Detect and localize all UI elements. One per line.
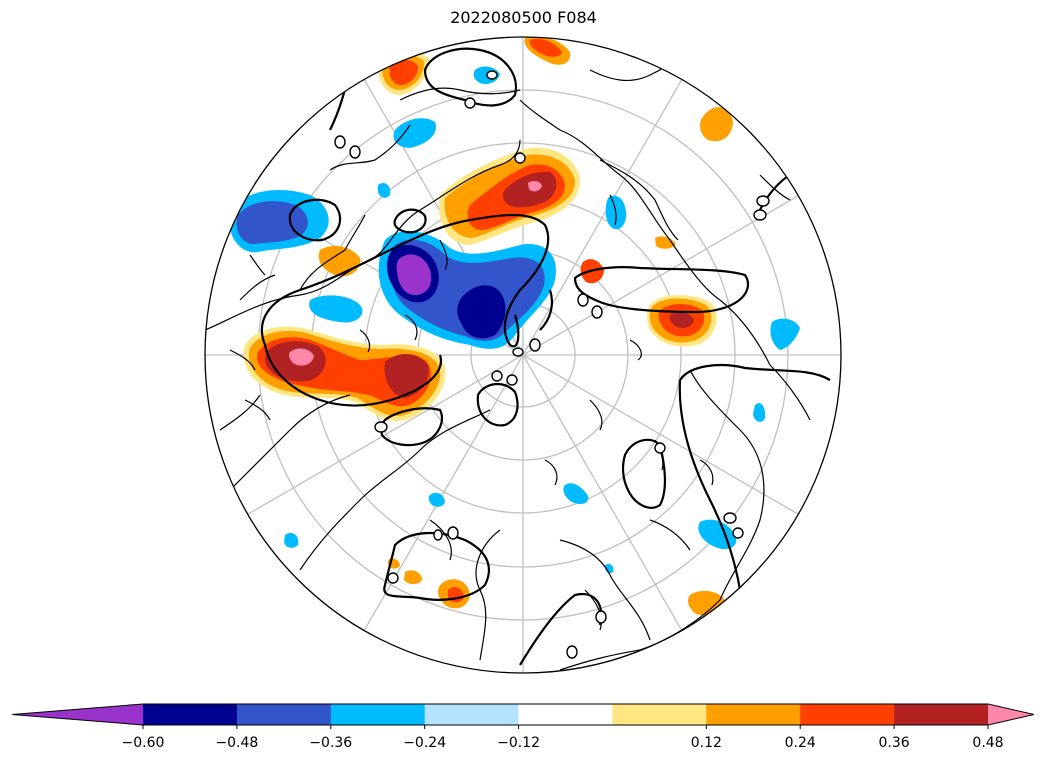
positive-anomaly-region [318, 245, 361, 277]
negative-anomaly-region [236, 201, 308, 245]
negative-anomaly-region [770, 318, 800, 350]
map-content [205, 37, 841, 673]
colorbar-bin [236, 704, 332, 725]
colorbar-bin [518, 704, 613, 725]
colorbar-bin [894, 704, 989, 725]
colorbar-tick-label: 0.12 [690, 735, 722, 751]
colorbar-bin [612, 704, 707, 725]
positive-anomaly-region [655, 236, 676, 249]
negative-anomaly-region [393, 118, 436, 148]
colorbar-tick-label: −0.36 [309, 735, 353, 751]
colorbar [11, 703, 1035, 729]
colorbar-tick-label: −0.12 [497, 735, 540, 751]
map-title: 2022080500 F084 [450, 8, 597, 27]
positive-anomaly-region [700, 107, 733, 142]
colorbar-tick-label: 0.48 [972, 735, 1004, 751]
negative-anomaly-region [396, 254, 432, 295]
positive-anomaly-region [289, 348, 314, 366]
colorbar-tick-label: 0.24 [784, 735, 816, 751]
negative-anomaly-region [698, 519, 737, 550]
colorbar-bin [330, 704, 426, 725]
positive-anomaly-region [529, 38, 562, 57]
coastlines [205, 54, 811, 671]
negative-anomaly-region [378, 183, 391, 198]
colorbar-tick-label: −0.60 [121, 735, 165, 751]
positive-anomalies [243, 37, 733, 616]
negative-anomaly-region [457, 285, 506, 339]
negative-anomaly-region [284, 533, 299, 548]
colorbar-tick-label: −0.24 [403, 735, 447, 751]
colorbar-bin [800, 704, 895, 725]
colorbar-tick-label: −0.48 [215, 735, 259, 751]
negative-anomaly-region [753, 403, 766, 422]
contour-labels [334, 70, 770, 659]
colorbar-extend-high [988, 704, 1034, 725]
colorbar-bin [424, 704, 520, 725]
positive-anomaly-region [528, 181, 542, 192]
positive-anomaly-region [404, 570, 422, 585]
map-boundary [204, 36, 842, 674]
colorbar-bin [706, 704, 801, 725]
colorbar-extend-low [12, 704, 143, 725]
colorbar-tick-label: 0.36 [878, 735, 910, 751]
colorbar-bin [143, 704, 238, 725]
negative-anomaly-region [563, 483, 589, 504]
positive-anomaly-region [389, 60, 418, 85]
negative-anomaly-region [309, 295, 363, 323]
positive-anomaly-region [384, 354, 429, 398]
negative-anomaly-region [428, 492, 445, 507]
positive-anomaly-region [669, 312, 694, 328]
